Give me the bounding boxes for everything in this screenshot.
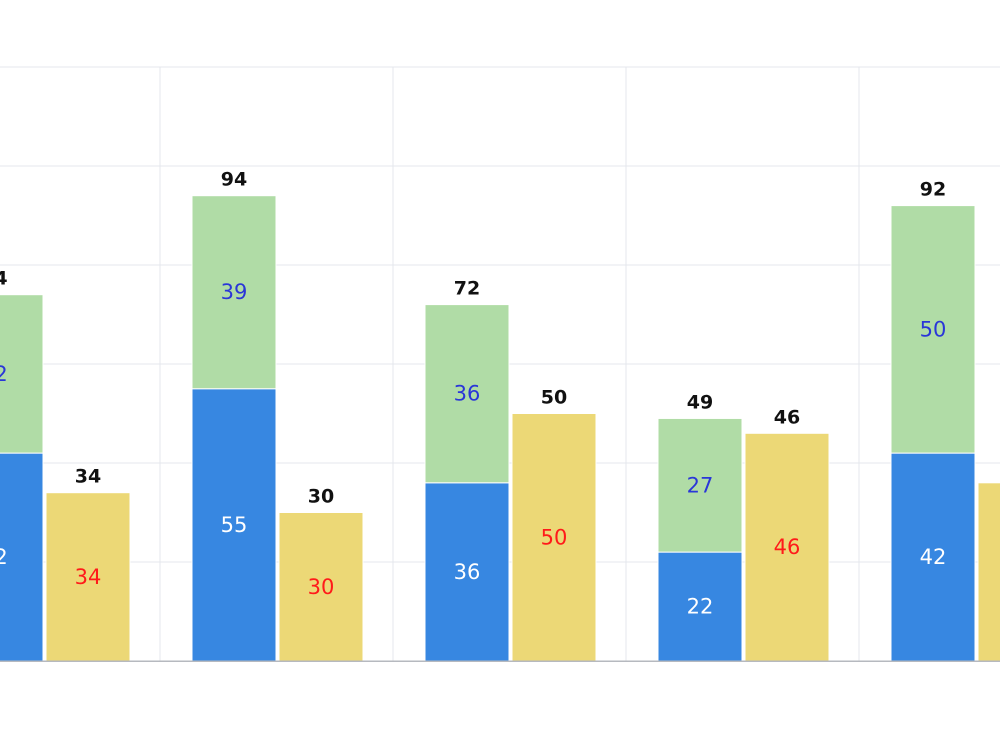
- total-value-label: 34: [75, 466, 101, 488]
- total-value-label: 30: [308, 486, 334, 508]
- bar-segment-top: [890, 205, 976, 454]
- bar-labels: 2243434553994303036367250502227494646425…: [0, 169, 946, 619]
- total-value-label: 94: [221, 169, 247, 191]
- bar-segment-bottom: [424, 482, 510, 662]
- segment-value-label: 42: [920, 545, 947, 569]
- bar-segment-bottom: [657, 551, 743, 662]
- segment-value-label: 50: [920, 317, 947, 341]
- bar-segment-single: [744, 432, 830, 662]
- segment-value-label: 2: [0, 545, 8, 569]
- bar-segment-single: [977, 482, 1000, 662]
- total-value-label: 49: [687, 391, 713, 413]
- segment-value-label: 39: [221, 280, 248, 304]
- total-value-label: 72: [454, 278, 480, 300]
- total-value-label: 4: [0, 268, 8, 290]
- grid-lines: [0, 66, 1000, 661]
- bar-segment-top: [657, 417, 743, 553]
- segment-value-label: 22: [687, 595, 714, 619]
- bars: [0, 195, 1000, 662]
- bar-segment-top: [0, 294, 44, 454]
- bar-segment-top: [424, 304, 510, 484]
- bar-segment-single: [278, 512, 364, 662]
- segment-value-label: 27: [687, 473, 714, 497]
- bar-segment-bottom: [890, 452, 976, 662]
- segment-value-label: 34: [75, 565, 102, 589]
- total-value-label: 46: [774, 406, 800, 428]
- bar-segment-single: [511, 413, 597, 662]
- segment-value-label: 36: [454, 382, 481, 406]
- segment-value-label: 36: [454, 560, 481, 584]
- total-value-label: 50: [541, 387, 567, 409]
- segment-value-label: 30: [308, 575, 335, 599]
- total-value-label: 92: [920, 179, 946, 201]
- bar-segment-top: [191, 195, 277, 390]
- segment-value-label: 46: [774, 535, 801, 559]
- bar-segment-single: [45, 492, 131, 662]
- segment-value-label: 55: [221, 513, 248, 537]
- segment-value-label: 2: [0, 362, 8, 386]
- segment-value-label: 50: [541, 525, 568, 549]
